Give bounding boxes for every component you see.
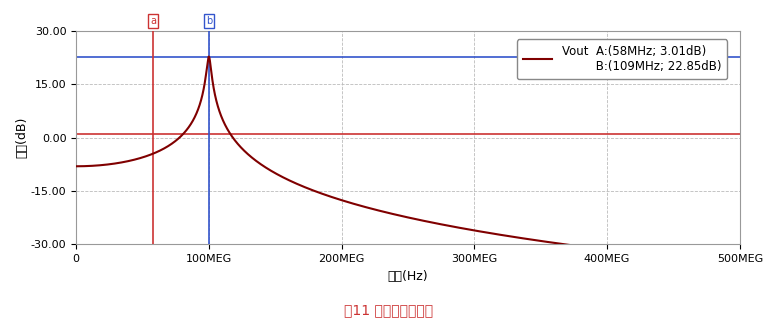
Text: b: b — [205, 16, 212, 26]
Text: a: a — [150, 16, 156, 26]
Legend: Vout  A:(58MHz; 3.01dB)
         B:(109MHz; 22.85dB): Vout A:(58MHz; 3.01dB) B:(109MHz; 22.85d… — [517, 39, 727, 79]
Text: 图11 频谱特性曲线图: 图11 频谱特性曲线图 — [345, 303, 433, 317]
X-axis label: 频率(Hz): 频率(Hz) — [387, 269, 429, 283]
Y-axis label: 增益(dB): 增益(dB) — [15, 117, 28, 158]
